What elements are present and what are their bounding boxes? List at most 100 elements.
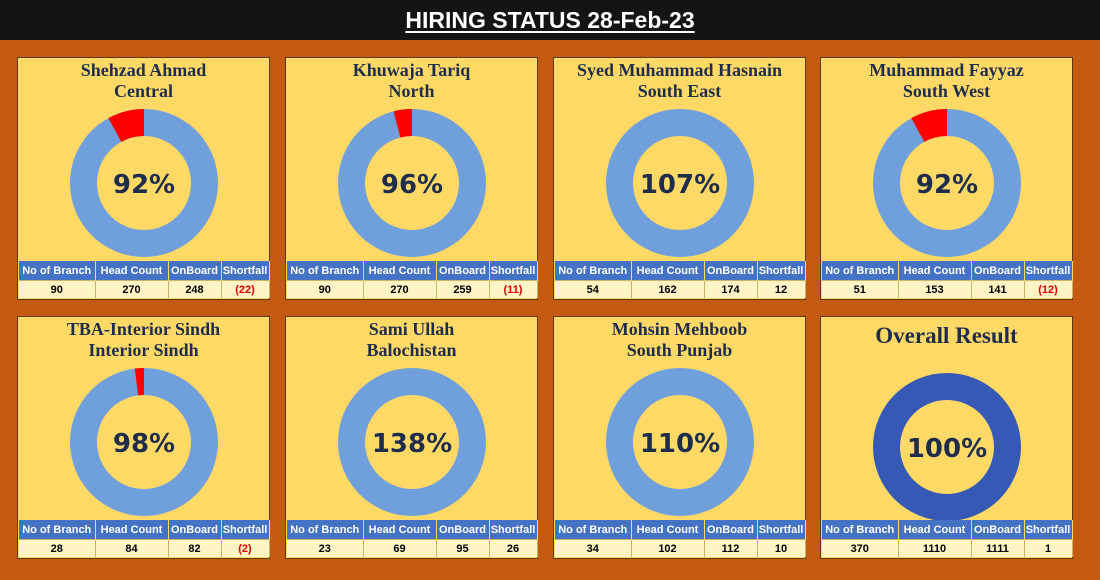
manager-name: Mohsin Mehboob (611, 319, 748, 339)
shortfall-cell: 1 (1024, 539, 1073, 557)
title-bar: HIRING STATUS 28-Feb-23 (0, 0, 1100, 40)
donut-chart: 96% (337, 108, 487, 258)
stats-header-row: No of Branch Head Count OnBoard Shortfall (555, 261, 806, 281)
branch-count-cell: 34 (555, 539, 632, 557)
donut-chart: 100% (872, 372, 1022, 522)
branch-count-cell: 90 (19, 280, 96, 298)
column-header: OnBoard (971, 261, 1025, 281)
column-header: No of Branch (287, 261, 364, 281)
donut-svg: 110% (606, 368, 754, 516)
onboard-cell: 112 (704, 539, 758, 557)
onboard-cell: 174 (704, 280, 758, 298)
shortfall-cell: 12 (757, 280, 806, 298)
percent-label: 98% (113, 429, 175, 459)
shortfall-cell: 26 (489, 539, 538, 557)
percent-label: 110% (640, 429, 720, 459)
region-name: South East (637, 81, 722, 101)
column-header: Head Count (631, 520, 705, 540)
card-heading: Khuwaja Tariq North (286, 60, 537, 102)
stats-header-row: No of Branch Head Count OnBoard Shortfall (19, 261, 270, 281)
column-header: OnBoard (971, 520, 1025, 540)
percent-label: 107% (640, 170, 720, 200)
donut-svg: 92% (70, 109, 218, 257)
stats-header-row: No of Branch Head Count OnBoard Shortfall (287, 261, 538, 281)
column-header: OnBoard (704, 261, 758, 281)
shortfall-cell: 10 (757, 539, 806, 557)
region-name: Central (114, 81, 173, 101)
donut-svg: 96% (338, 109, 486, 257)
shortfall-cell: (12) (1024, 280, 1073, 298)
stats-value-row: 370 1110 1111 1 (822, 539, 1073, 557)
column-header: OnBoard (704, 520, 758, 540)
region-card: Shehzad Ahmad Central 92% No of Branch Head … (17, 57, 270, 300)
manager-name: Sami Ullah (368, 319, 455, 339)
region-card: TBA-Interior Sindh Interior Sindh 98% No of… (17, 316, 270, 559)
column-header: Shortfall (489, 261, 538, 281)
column-header: OnBoard (168, 261, 222, 281)
region-card: Khuwaja Tariq North 96% No of Branch Head Co… (285, 57, 538, 300)
manager-name: Syed Muhammad Hasnain (576, 60, 783, 80)
region-name: South West (902, 81, 991, 101)
column-header: Head Count (95, 261, 169, 281)
stats-header-row: No of Branch Head Count OnBoard Shortfall (555, 520, 806, 540)
region-name: South Punjab (626, 340, 733, 360)
stats-header-row: No of Branch Head Count OnBoard Shortfall (822, 520, 1073, 540)
column-header: No of Branch (822, 520, 899, 540)
donut-chart: 92% (69, 108, 219, 258)
column-header: OnBoard (436, 261, 490, 281)
region-card: Sami Ullah Balochistan 138% No of Branch Hea… (285, 316, 538, 559)
onboard-cell: 248 (168, 280, 222, 298)
column-header: No of Branch (19, 261, 96, 281)
stats-table: No of Branch Head Count OnBoard Shortfall 90… (19, 261, 270, 298)
onboard-cell: 259 (436, 280, 490, 298)
donut-chart: 110% (605, 367, 755, 517)
donut-achieved-segment (606, 368, 754, 516)
column-header: No of Branch (19, 520, 96, 540)
donut-achieved-segment (70, 368, 218, 516)
percent-label: 100% (907, 434, 987, 464)
stats-header-row: No of Branch Head Count OnBoard Shortfall (19, 520, 270, 540)
region-card: Muhammad Fayyaz South West 92% No of Branch… (820, 57, 1073, 300)
card-heading: Sami Ullah Balochistan (286, 319, 537, 361)
head-count-cell: 270 (95, 280, 169, 298)
column-header: Shortfall (1024, 261, 1073, 281)
column-header: Shortfall (489, 520, 538, 540)
donut-shortfall-segment (393, 109, 412, 138)
column-header: OnBoard (168, 520, 222, 540)
stats-value-row: 34 102 112 10 (555, 539, 806, 557)
stats-header-row: No of Branch Head Count OnBoard Shortfall (822, 261, 1073, 281)
onboard-cell: 95 (436, 539, 490, 557)
stats-value-row: 23 69 95 26 (287, 539, 538, 557)
region-name: Interior Sindh (88, 340, 199, 360)
stats-value-row: 51 153 141 (12) (822, 280, 1073, 298)
head-count-cell: 1110 (898, 539, 972, 557)
donut-svg: 138% (338, 368, 486, 516)
manager-name: Shehzad Ahmad (80, 60, 207, 80)
percent-label: 138% (372, 429, 452, 459)
head-count-cell: 153 (898, 280, 972, 298)
card-heading: TBA-Interior Sindh Interior Sindh (18, 319, 269, 361)
column-header: Head Count (631, 261, 705, 281)
donut-svg: 98% (70, 368, 218, 516)
region-card: Overall Result 100% No of Branch Head Count… (820, 316, 1073, 559)
donut-shortfall-segment (134, 368, 144, 396)
stats-table: No of Branch Head Count OnBoard Shortfall 51… (822, 261, 1073, 298)
shortfall-cell: (22) (221, 280, 270, 298)
region-name: North (388, 81, 435, 101)
column-header: Shortfall (221, 520, 270, 540)
region-name: Balochistan (366, 340, 457, 360)
donut-svg: 92% (873, 109, 1021, 257)
donut-achieved-segment (338, 368, 486, 516)
donut-achieved-segment (70, 109, 218, 257)
head-count-cell: 69 (363, 539, 437, 557)
donut-chart: 107% (605, 108, 755, 258)
donut-chart: 138% (337, 367, 487, 517)
column-header: No of Branch (822, 261, 899, 281)
donut-chart: 98% (69, 367, 219, 517)
manager-name: Overall Result (875, 323, 1018, 348)
card-heading: Muhammad Fayyaz South West (821, 60, 1072, 102)
donut-chart: 92% (872, 108, 1022, 258)
onboard-cell: 82 (168, 539, 222, 557)
head-count-cell: 102 (631, 539, 705, 557)
branch-count-cell: 28 (19, 539, 96, 557)
